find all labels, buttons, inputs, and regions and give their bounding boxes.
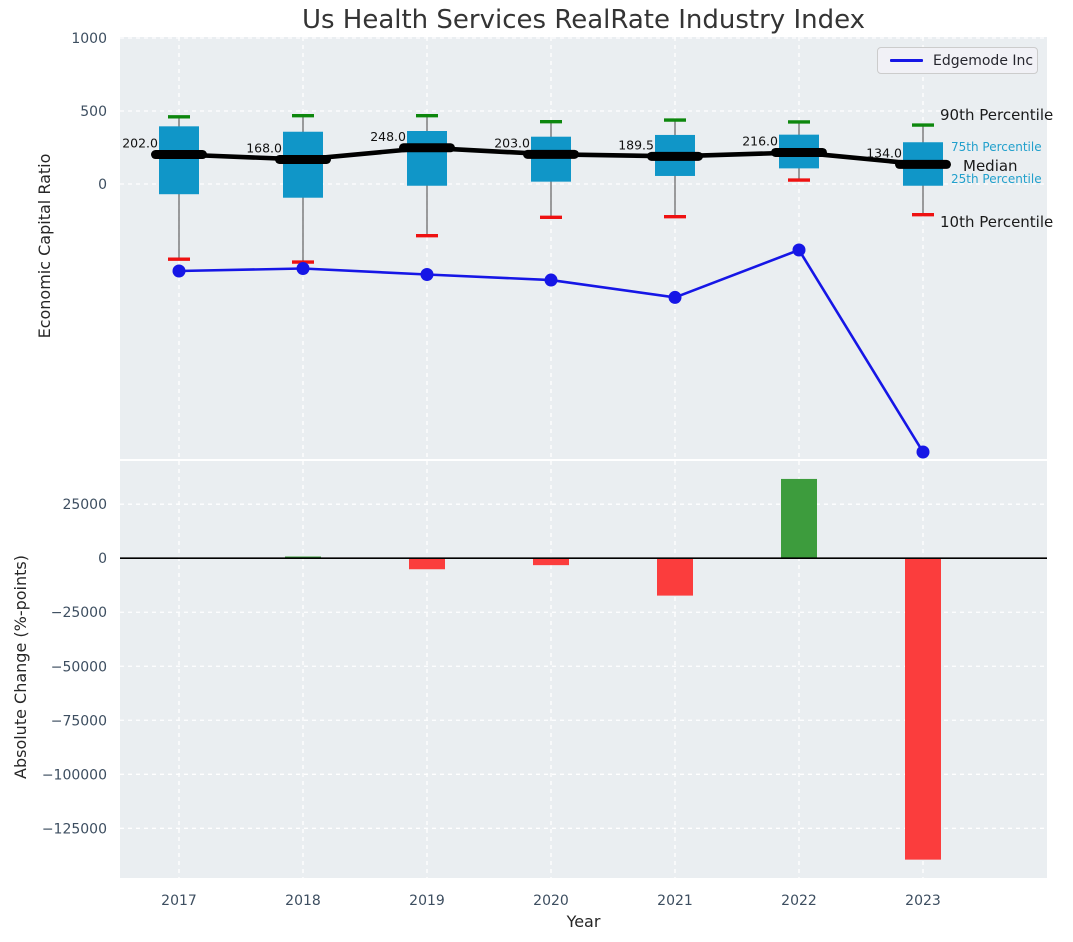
- ytick-bottom-−50000: −50000: [51, 659, 107, 675]
- top-panel-background: [120, 37, 1047, 459]
- bar-2020: [533, 558, 569, 566]
- bar-2019: [409, 558, 445, 570]
- xtick-2022: 2022: [781, 893, 817, 909]
- bar-2023: [905, 558, 941, 860]
- ytick-bottom-−25000: −25000: [51, 605, 107, 621]
- median-marker-2020: [523, 149, 579, 159]
- annotation-median: Median: [963, 157, 1018, 175]
- box-2017: [159, 126, 199, 195]
- annotation-10th-percentile: 10th Percentile: [940, 213, 1054, 231]
- edgemode-point-2017: [172, 264, 186, 278]
- legend: Edgemode Inc: [877, 47, 1038, 74]
- edgemode-point-2021: [668, 290, 682, 304]
- bar-2021: [657, 558, 693, 596]
- median-value-label-2018: 168.0: [246, 140, 282, 155]
- annotation-90th-percentile: 90th Percentile: [940, 106, 1054, 124]
- chart-title: Us Health Services RealRate Industry Ind…: [301, 5, 866, 35]
- ytick-top-500: 500: [80, 104, 107, 120]
- median-marker-2021: [647, 151, 703, 161]
- xtick-2020: 2020: [533, 893, 569, 909]
- median-value-label-2017: 202.0: [122, 136, 158, 151]
- ytick-bottom-−75000: −75000: [51, 713, 107, 729]
- xtick-2017: 2017: [161, 893, 197, 909]
- median-marker-2019: [399, 143, 455, 153]
- median-value-label-2020: 203.0: [494, 135, 530, 150]
- ytick-bottom-25000: 25000: [62, 497, 107, 513]
- ytick-top-0: 0: [98, 177, 107, 193]
- bar-2018: [285, 556, 321, 559]
- median-marker-2017: [151, 150, 207, 160]
- box-2019: [407, 131, 447, 186]
- xtick-2021: 2021: [657, 893, 693, 909]
- xtick-2023: 2023: [905, 893, 941, 909]
- median-marker-2022: [771, 147, 827, 157]
- box-2020: [531, 136, 571, 182]
- legend-label: Edgemode Inc: [933, 52, 1034, 69]
- edgemode-point-2020: [544, 273, 558, 287]
- median-value-label-2023: 134.0: [866, 145, 902, 160]
- ytick-top-1000: 1000: [71, 31, 107, 47]
- annotation-25th-percentile: 25th Percentile: [951, 172, 1042, 186]
- median-value-label-2019: 248.0: [370, 129, 406, 144]
- edgemode-point-2019: [420, 267, 434, 281]
- median-value-label-2021: 189.5: [618, 137, 654, 152]
- median-value-label-2022: 216.0: [742, 133, 778, 148]
- xtick-2019: 2019: [409, 893, 445, 909]
- ytick-bottom-0: 0: [98, 551, 107, 567]
- box-2018: [283, 131, 323, 198]
- xtick-2018: 2018: [285, 893, 321, 909]
- median-marker-2018: [275, 154, 331, 164]
- edgemode-point-2022: [792, 243, 806, 257]
- ytick-bottom-−100000: −100000: [42, 767, 107, 783]
- top-y-axis-label: Economic Capital Ratio: [35, 153, 54, 339]
- ytick-bottom-−125000: −125000: [42, 821, 107, 837]
- edgemode-point-2023: [916, 445, 930, 459]
- annotation-75th-percentile: 75th Percentile: [951, 140, 1042, 154]
- bottom-panel-background: [120, 461, 1047, 878]
- legend-line-swatch: [890, 59, 923, 62]
- median-marker-2023: [895, 159, 951, 169]
- bar-2022: [781, 478, 817, 559]
- bottom-y-axis-label: Absolute Change (%-points): [11, 555, 30, 779]
- x-axis-label: Year: [566, 912, 601, 931]
- edgemode-point-2018: [296, 262, 310, 276]
